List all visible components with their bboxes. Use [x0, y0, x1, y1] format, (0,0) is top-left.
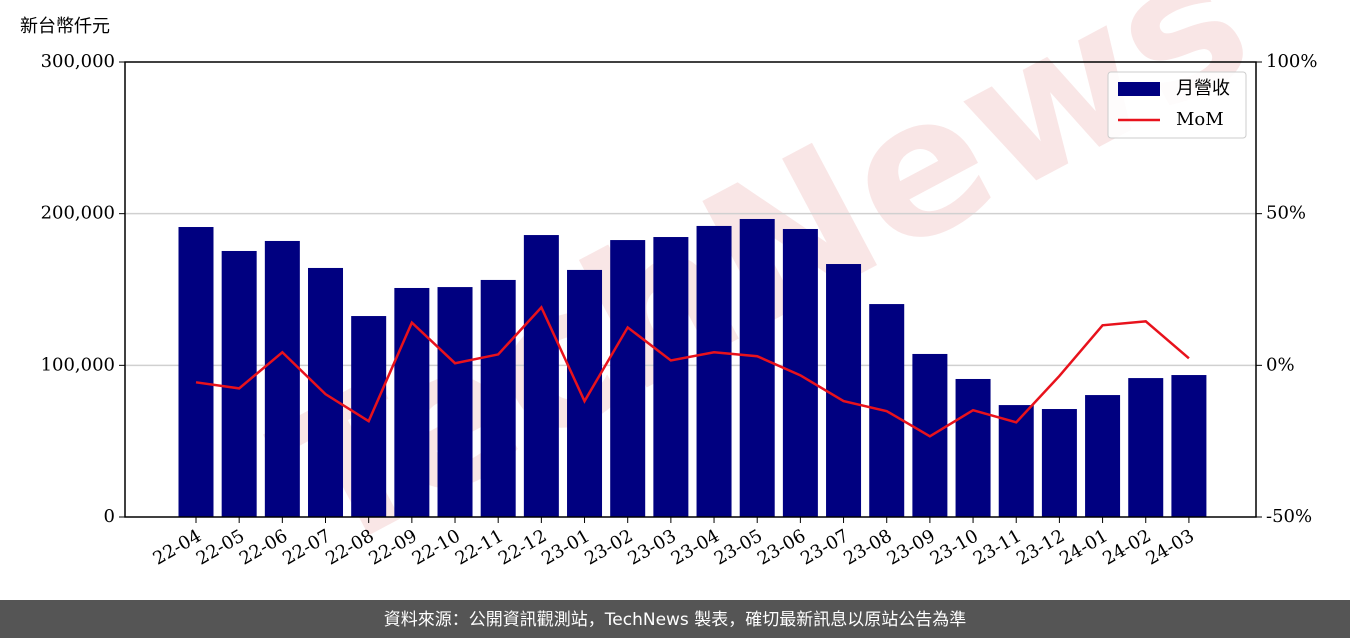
bar: [782, 228, 818, 518]
bar: [653, 237, 689, 518]
y-tick-label: 100,000: [41, 354, 115, 375]
bar: [998, 405, 1034, 517]
bar: [523, 235, 559, 517]
x-tick-label: 23-05: [711, 525, 766, 569]
x-tick-label: 23-08: [840, 525, 895, 569]
x-tick-label: 22-12: [495, 525, 550, 569]
bar: [1171, 375, 1207, 517]
footer: 資料來源：公開資訊觀測站，TechNews 製表，確切最新訊息以原站公告為準: [384, 610, 966, 630]
footer-band: [0, 600, 1350, 638]
x-tick-label: 23-06: [754, 525, 809, 569]
y-tick-label: 0: [104, 506, 115, 527]
x-tick-label: 24-02: [1099, 525, 1154, 569]
x-tick-label: 24-03: [1142, 525, 1197, 569]
y2-tick-label: 100%: [1266, 51, 1317, 72]
bar: [696, 225, 732, 517]
line: [195, 305, 1190, 438]
x-tick-label: 22-06: [236, 525, 291, 569]
x-tick-label: 23-10: [927, 525, 982, 569]
bar: [610, 240, 646, 517]
y-tick-label: 300,000: [41, 51, 115, 72]
x-tick-label: 24-01: [1056, 525, 1111, 569]
x-tick-label: 23-01: [538, 525, 593, 569]
bar: [437, 287, 473, 517]
x-tick-label: 23-12: [1013, 525, 1068, 569]
bar: [394, 287, 430, 517]
bar: [178, 227, 214, 517]
x-tick-label: 22-05: [193, 525, 248, 569]
x-tick-label: 23-03: [624, 525, 679, 569]
x-tick-label: 23-09: [883, 525, 938, 569]
bar: [1128, 378, 1164, 517]
x-tick-label: 23-11: [970, 525, 1025, 569]
x-tick-label: 22-04: [150, 525, 205, 569]
x-tick-label: 22-07: [279, 525, 334, 569]
y2-tick-label: 0%: [1266, 354, 1295, 375]
bar: [480, 279, 516, 517]
y-axis-label: 新台幣仟元: [20, 16, 110, 37]
bar: [221, 250, 257, 517]
bar: [955, 378, 991, 517]
bar: [264, 240, 300, 517]
x-tick-label: 23-02: [581, 525, 636, 569]
y2-tick-label: -50%: [1266, 506, 1312, 527]
bar: [351, 316, 387, 517]
legend-label: MoM: [1176, 109, 1224, 130]
legend-label: 月營收: [1176, 78, 1230, 99]
bar: [567, 269, 603, 517]
x-tick-label: 23-07: [797, 525, 852, 569]
legend-swatch: [1118, 82, 1160, 96]
plot-frame: [124, 61, 1257, 518]
bar: [826, 264, 862, 517]
x-tick-label: 23-04: [668, 525, 723, 569]
bar: [1085, 395, 1121, 517]
bar: [1041, 409, 1077, 517]
y2-tick-label: 50%: [1266, 203, 1306, 224]
y-tick-label: 200,000: [41, 203, 115, 224]
bar: [739, 218, 775, 517]
